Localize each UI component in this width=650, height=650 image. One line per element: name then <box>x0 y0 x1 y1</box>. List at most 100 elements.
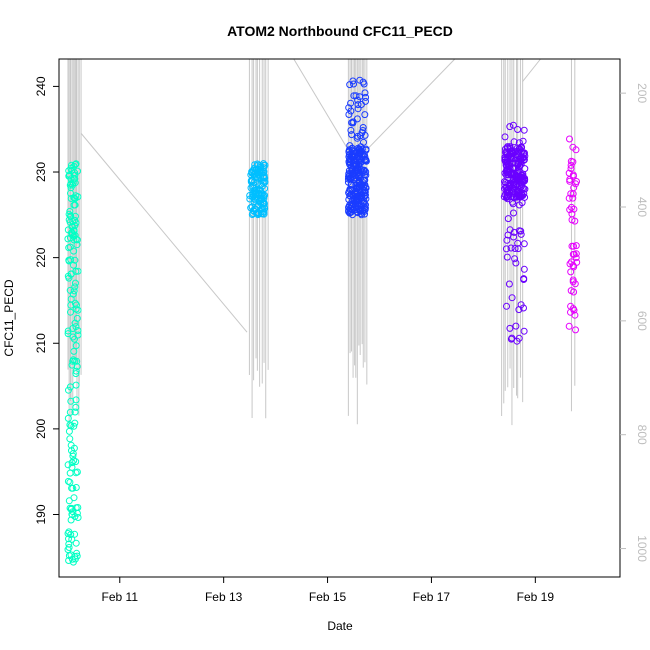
data-point <box>361 111 369 119</box>
data-point <box>348 131 356 139</box>
data-point <box>347 107 355 115</box>
data-point <box>512 259 520 267</box>
data-point <box>353 148 361 156</box>
data-point <box>346 81 354 89</box>
data-point <box>346 185 354 193</box>
data-point <box>503 236 511 244</box>
data-point <box>345 146 353 154</box>
data-point <box>65 257 73 265</box>
data-point <box>250 179 258 186</box>
data-point <box>356 93 364 101</box>
y-tick-label: 210 <box>34 333 48 353</box>
plot-frame <box>58 58 621 578</box>
data-point <box>565 194 573 202</box>
data-point <box>64 327 72 335</box>
right-tick-label: 800 <box>635 425 649 445</box>
data-point <box>503 253 511 261</box>
data-point <box>510 233 517 241</box>
data-point <box>352 174 360 182</box>
data-point <box>501 133 509 141</box>
data-point <box>513 337 521 345</box>
data-point <box>259 173 267 181</box>
data-point <box>503 167 511 175</box>
data-point <box>520 265 528 273</box>
data-point <box>508 334 516 342</box>
right-tick-label: 600 <box>635 311 649 331</box>
data-point <box>70 201 78 209</box>
data-point <box>361 131 369 139</box>
data-point <box>346 175 354 183</box>
altitude-diagonal-line <box>521 58 541 83</box>
data-point <box>361 206 369 213</box>
data-point <box>569 278 577 286</box>
data-point <box>570 184 578 192</box>
data-point <box>260 208 268 216</box>
x-tick-label: Feb 17 <box>413 590 451 604</box>
data-point <box>65 216 73 224</box>
data-point <box>520 154 528 162</box>
data-point <box>354 105 362 113</box>
data-point <box>567 287 575 295</box>
altitude-diagonal-line <box>293 58 349 151</box>
data-point <box>64 546 72 554</box>
data-point <box>67 295 75 303</box>
data-point <box>72 458 80 466</box>
data-point <box>66 243 74 251</box>
data-point <box>566 260 574 268</box>
data-point <box>352 92 360 100</box>
data-point <box>68 510 76 518</box>
data-point <box>345 111 353 118</box>
data-point <box>70 347 78 355</box>
data-point <box>70 494 78 502</box>
data-point <box>347 126 355 134</box>
x-tick-label: Feb 13 <box>205 590 243 604</box>
data-point <box>346 142 354 150</box>
data-point <box>64 530 72 537</box>
data-point <box>67 180 75 188</box>
data-point <box>74 504 82 511</box>
data-point <box>569 194 577 202</box>
data-point <box>568 216 576 224</box>
data-point <box>67 397 75 405</box>
data-point <box>521 149 528 157</box>
data-point <box>71 171 79 179</box>
data-point <box>511 245 519 252</box>
data-points <box>64 76 581 566</box>
data-point <box>507 244 515 252</box>
data-point <box>502 245 510 253</box>
data-point <box>354 205 362 213</box>
data-point <box>71 283 79 291</box>
data-point <box>510 209 517 217</box>
data-point <box>361 89 369 97</box>
data-point <box>354 152 362 160</box>
data-point <box>514 126 522 133</box>
data-point <box>570 250 578 258</box>
data-point <box>256 186 264 194</box>
data-point <box>504 163 512 171</box>
data-point <box>520 240 528 248</box>
data-point <box>567 190 575 198</box>
data-point <box>565 169 573 177</box>
data-point <box>70 261 78 269</box>
data-point <box>64 477 72 485</box>
data-point <box>519 137 527 145</box>
data-point <box>508 198 516 206</box>
data-point <box>565 322 573 330</box>
data-point <box>72 539 80 547</box>
data-point <box>254 161 262 169</box>
y-axis-label: CFC11_PECD <box>2 279 16 356</box>
data-point <box>359 124 367 131</box>
data-point <box>507 171 515 179</box>
data-point <box>73 363 81 370</box>
data-point <box>501 148 509 156</box>
data-point <box>517 230 525 238</box>
data-point <box>71 212 79 220</box>
data-point <box>71 161 79 168</box>
x-tick-label: Feb 11 <box>102 590 139 604</box>
data-point <box>72 342 80 350</box>
data-point <box>346 192 354 200</box>
data-point <box>567 165 575 172</box>
data-point <box>505 280 513 288</box>
data-point <box>72 484 80 491</box>
